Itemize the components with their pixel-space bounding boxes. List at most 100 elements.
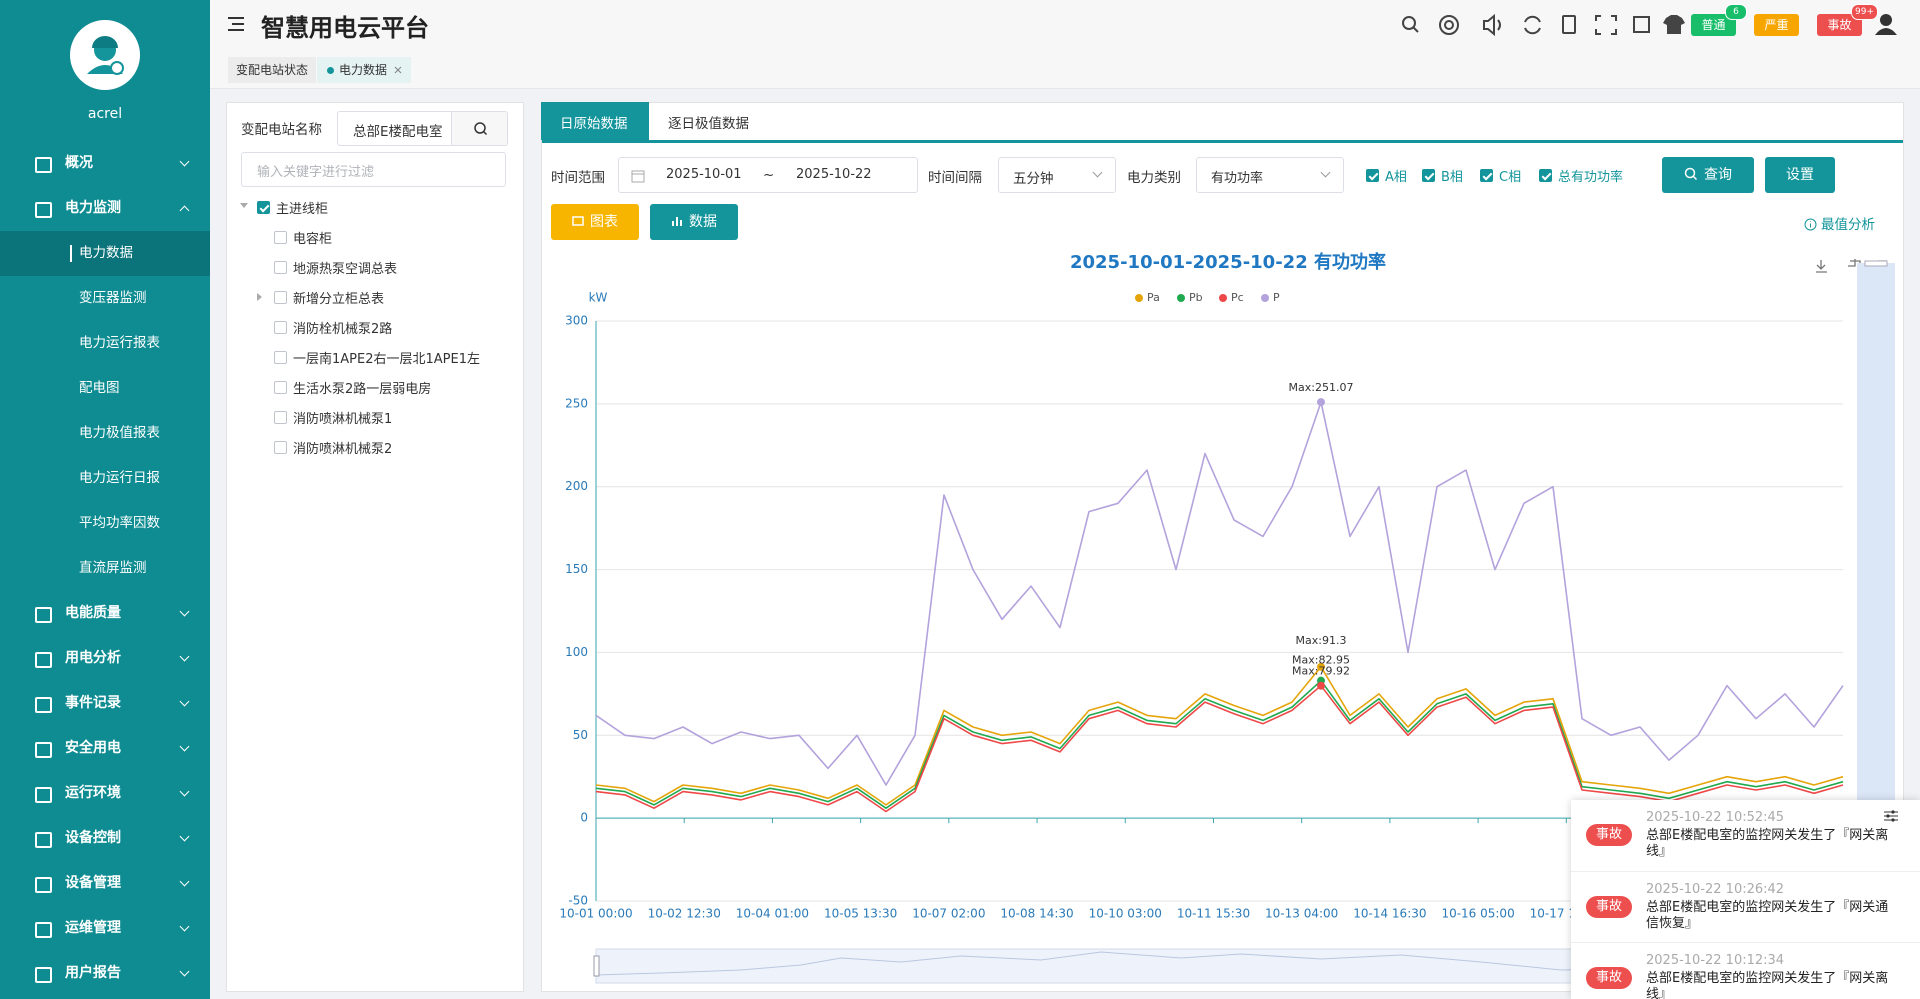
phase-label[interactable]: A相	[1385, 170, 1407, 185]
phase-checkbox[interactable]	[1422, 169, 1435, 182]
alarm-button[interactable]: 普通	[1691, 14, 1736, 36]
submenu-item[interactable]: 平均功率因数	[79, 515, 160, 531]
zoom-band	[1857, 263, 1895, 843]
submenu-item[interactable]: 电力运行报表	[79, 335, 160, 351]
tree-label[interactable]: 消防喷淋机械泵2	[293, 442, 393, 457]
tree-arrow[interactable]	[240, 203, 248, 212]
alarm-button[interactable]: 事故	[1817, 14, 1862, 36]
menu-item[interactable]: 用电分析	[0, 636, 210, 681]
y-tick-label: 250	[565, 396, 588, 410]
menu-label: 安全用电	[65, 740, 121, 756]
menu-chevron	[179, 786, 190, 797]
menu-item[interactable]: 事件记录	[0, 681, 210, 726]
alarm-button[interactable]: 严重	[1754, 14, 1799, 36]
tree-checkbox[interactable]	[274, 411, 287, 424]
station-search[interactable]	[451, 112, 507, 145]
menu-item[interactable]: 设备控制	[0, 816, 210, 861]
phase-checkbox[interactable]	[1480, 169, 1493, 182]
phase-checkbox[interactable]	[1366, 169, 1379, 182]
tree-arrow[interactable]	[257, 293, 266, 301]
tree-checkbox[interactable]	[274, 381, 287, 394]
menu-label: 概况	[65, 155, 93, 171]
tree-checkbox[interactable]	[274, 231, 287, 244]
menu-item[interactable]: 运维管理	[0, 906, 210, 951]
menu-item[interactable]: 安全用电	[0, 726, 210, 771]
query-button[interactable]: 查询	[1662, 157, 1754, 193]
data-view-button[interactable]: 数据	[650, 204, 738, 240]
tab[interactable]: 变配电站状态	[228, 57, 317, 83]
legend-swatch	[1135, 294, 1143, 302]
notification[interactable]: 事故 2025-10-22 10:26:42 总部E楼配电室的监控网关发生了『网关通…	[1571, 871, 1920, 943]
tree-checkbox[interactable]	[274, 321, 287, 334]
app-title: 智慧用电云平台	[261, 14, 429, 42]
tree-checkbox[interactable]	[274, 441, 287, 454]
notification[interactable]: 事故 2025-10-22 10:12:34 总部E楼配电室的监控网关发生了『网关离…	[1571, 942, 1920, 999]
time-range-label: 时间范围	[551, 170, 605, 186]
submenu-item[interactable]: 配电图	[79, 380, 120, 396]
tree-checkbox[interactable]	[257, 201, 270, 214]
tree-checkbox[interactable]	[274, 261, 287, 274]
zoom-handle[interactable]	[593, 955, 600, 977]
tree-label[interactable]: 主进线柜	[276, 202, 329, 217]
tree-label[interactable]: 消防喷淋机械泵1	[293, 412, 393, 427]
settings-button[interactable]: 设置	[1765, 157, 1835, 193]
menu-chevron	[179, 205, 190, 216]
phase-checkbox[interactable]	[1539, 169, 1552, 182]
chart-title: 2025-10-01-2025-10-22 有功功率	[1070, 251, 1386, 273]
station-select[interactable]: 总部E楼配电室	[337, 111, 508, 146]
date-range[interactable]: 2025-10-01 ~ 2025-10-22	[618, 157, 918, 193]
extreme-link[interactable]: 最值分析	[1804, 213, 1875, 233]
tree-label[interactable]: 新增分立柜总表	[293, 292, 385, 307]
menu-item[interactable]: 设备管理	[0, 861, 210, 906]
submenu-item[interactable]: 变压器监测	[79, 290, 147, 306]
submenu-item[interactable]: 电力运行日报	[79, 470, 160, 486]
notification-settings[interactable]	[1883, 809, 1899, 823]
tab-label: 电力数据	[339, 63, 388, 77]
interval-select[interactable]: 五分钟	[998, 157, 1116, 193]
notification-text: 总部E楼配电室的监控网关发生了『网关离线』	[1646, 971, 1889, 999]
tree-checkbox[interactable]	[274, 351, 287, 364]
submenu-item[interactable]: 电力极值报表	[79, 425, 160, 441]
tree-label[interactable]: 电容柜	[293, 232, 333, 247]
x-tick-label: 10-11 15:30	[1177, 907, 1250, 921]
phase-label[interactable]: C相	[1499, 170, 1522, 185]
tab-close[interactable]	[394, 66, 402, 74]
zoom-handle[interactable]	[1864, 260, 1888, 267]
user-icon[interactable]	[1874, 12, 1898, 36]
toolbar-icons[interactable]	[1398, 10, 1868, 40]
menu-label: 运维管理	[65, 920, 121, 936]
notification[interactable]: 事故 2025-10-22 10:52:45 总部E楼配电室的监控网关发生了『网关离…	[1571, 800, 1920, 871]
menu-item[interactable]: 概况	[0, 141, 210, 186]
menu-item[interactable]: 电能质量	[0, 591, 210, 636]
type-select[interactable]: 有功功率	[1196, 157, 1344, 193]
y-tick-label: 150	[565, 562, 588, 576]
tab-dot	[327, 67, 334, 74]
data-tab-active[interactable]	[541, 102, 649, 140]
max-label: Max:79.92	[1292, 665, 1350, 678]
tree-filter[interactable]: 输入关键字进行过滤	[241, 152, 506, 187]
menu-item[interactable]: 运行环境	[0, 771, 210, 816]
tree-label[interactable]: 一层南1APE2右一层北1APE1左	[293, 352, 480, 367]
tree-label[interactable]: 地源热泵空调总表	[293, 262, 398, 277]
avatar-icon	[87, 36, 124, 75]
submenu-item[interactable]: 直流屏监测	[79, 560, 147, 576]
x-tick-label: 10-02 12:30	[648, 907, 721, 921]
menu-item[interactable]: 用户报告	[0, 951, 210, 996]
data-tab[interactable]: 逐日极值数据	[668, 116, 749, 132]
menu-toggle[interactable]	[226, 15, 246, 33]
x-tick-label: 10-13 04:00	[1265, 907, 1338, 921]
x-tick-label: 10-08 14:30	[1000, 907, 1073, 921]
phase-label[interactable]: 总有功功率	[1558, 170, 1624, 185]
menu-item[interactable]: 电力监测	[0, 186, 210, 231]
series-line	[595, 679, 1844, 809]
phase-label[interactable]: B相	[1441, 170, 1463, 185]
avatar[interactable]	[70, 20, 140, 90]
notification-time: 2025-10-22 10:12:34	[1646, 953, 1785, 968]
tree-checkbox[interactable]	[274, 291, 287, 304]
chart-view-button[interactable]: 图表	[551, 204, 639, 240]
tree-label[interactable]: 消防栓机械泵2路	[293, 322, 393, 337]
tab-underline	[542, 140, 1903, 143]
y-tick-label: 100	[565, 645, 588, 659]
tree-label[interactable]: 生活水泵2路一层弱电房	[293, 382, 432, 397]
submenu-item[interactable]: 电力数据	[0, 231, 210, 276]
